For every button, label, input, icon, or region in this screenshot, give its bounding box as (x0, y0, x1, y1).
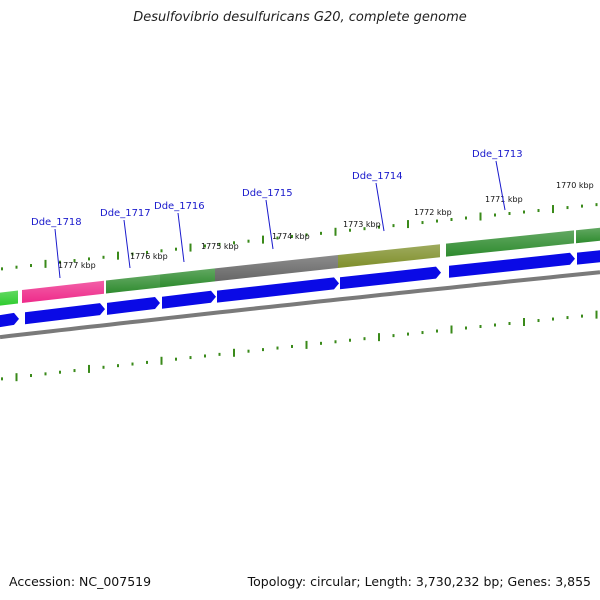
scale-label: 1772 kbp (414, 208, 452, 217)
gene-band (106, 274, 160, 294)
leader-line (177, 212, 185, 263)
cds-arrow (25, 303, 105, 325)
gene-label: Dde_1718 (31, 217, 82, 228)
cds-arrow (577, 250, 600, 265)
scale-label: 1771 kbp (485, 195, 523, 204)
gene-band (0, 290, 18, 306)
cds-arrow (217, 277, 339, 303)
cds-arrow (449, 252, 575, 278)
gene-label: Dde_1715 (242, 188, 293, 199)
gene-label: Dde_1714 (352, 171, 403, 182)
cds-arrow-track (0, 250, 600, 328)
scale-label: 1775 kbp (201, 242, 239, 251)
scale-labels: 1777 kbp 1776 kbp 1775 kbp 1774 kbp 1773 kbp… (58, 181, 594, 270)
map-title: Desulfovibrio desulfuricans G20, complet… (133, 10, 467, 25)
leader-line (123, 219, 131, 269)
gene-label: Dde_1717 (100, 208, 151, 219)
genome-backbone (0, 270, 600, 340)
accession-text: Accession: NC_007519 (9, 574, 152, 589)
genome-summary-text: Topology: circular; Length: 3,730,232 bp… (247, 574, 591, 589)
outer-tick-ring (1, 203, 598, 271)
scale-label: 1770 kbp (556, 181, 594, 190)
leader-line (375, 182, 385, 232)
cds-arrow (340, 266, 441, 290)
scale-label: 1774 kbp (272, 232, 310, 241)
scale-label: 1777 kbp (58, 261, 96, 270)
leader-line (54, 228, 61, 279)
leader-line (495, 160, 506, 211)
inner-tick-ring (1, 310, 598, 382)
scale-label: 1776 kbp (130, 252, 168, 261)
gene-band (22, 280, 104, 304)
gene-band (215, 255, 338, 282)
gene-label: Dde_1713 (472, 149, 523, 160)
gene-band (160, 268, 215, 288)
cds-arrow (0, 312, 19, 328)
gene-label: Dde_1716 (154, 201, 205, 212)
cds-arrow (162, 290, 216, 309)
backbone-line (0, 270, 600, 340)
gene-band (446, 230, 574, 257)
gene-band (338, 244, 440, 269)
leader-line (265, 199, 274, 250)
gene-band (576, 227, 600, 244)
scale-label: 1773 kbp (343, 220, 381, 229)
gene-feature-track (0, 227, 600, 306)
cds-arrow (107, 296, 160, 315)
